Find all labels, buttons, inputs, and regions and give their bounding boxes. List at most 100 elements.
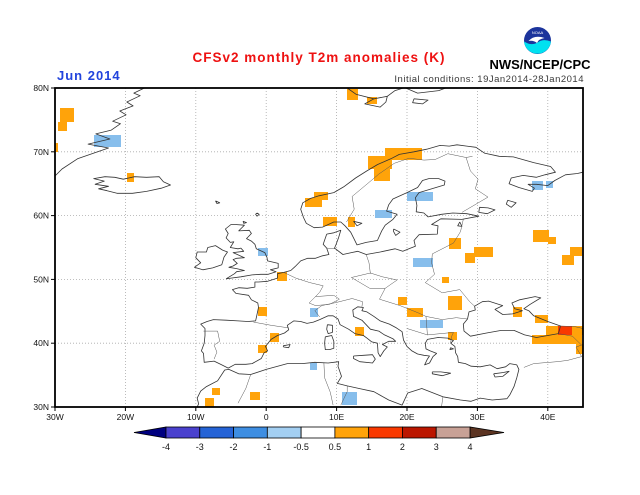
anomaly-cell-orange [576, 344, 583, 354]
coastline [255, 212, 260, 217]
coastline [215, 200, 221, 204]
anomaly-cell-orange [572, 326, 583, 335]
coastline [405, 87, 446, 94]
org-label: NWS/NCEP/CPC [489, 57, 591, 72]
y-axis-label: 80N [33, 83, 49, 93]
country-border [326, 247, 336, 250]
anomaly-cell-orange [55, 143, 58, 152]
anomaly-cell-orange [548, 237, 556, 244]
colorbar-tick-label: 4 [467, 442, 472, 452]
seagull-icon [528, 36, 545, 43]
colorbar-segment [199, 426, 234, 439]
coastline [194, 245, 228, 271]
country-border [365, 254, 371, 274]
anomaly-cell-orange [347, 89, 358, 100]
anomaly-cell-orange [562, 255, 574, 265]
anomaly-cell-orange [58, 122, 67, 131]
coastline [449, 347, 454, 350]
colorbar-segment [334, 426, 370, 439]
coastline [505, 199, 517, 208]
anomaly-cell-orange [277, 272, 287, 281]
colorbar-segment [266, 426, 302, 439]
colorbar-segment [165, 426, 201, 439]
anomaly-cell-orange [374, 168, 390, 181]
anomaly-cell-orange [258, 345, 267, 353]
anomaly-cell-orange [348, 217, 355, 227]
coastline [353, 354, 376, 364]
y-axis-label: 30N [33, 402, 49, 412]
country-border [461, 157, 489, 213]
anomaly-cell-blue [407, 192, 433, 201]
country-border [450, 332, 454, 344]
coastline [326, 324, 333, 334]
x-axis-label: 30W [46, 412, 63, 422]
colorbar-segment [233, 426, 268, 439]
country-border [323, 362, 334, 406]
colorbar-segment [368, 426, 403, 439]
colorbar-segment [300, 426, 336, 439]
colorbar-tick-label: 2 [400, 442, 405, 452]
colorbar-right-arrow [469, 426, 505, 439]
anomaly-cell-orange [533, 230, 549, 242]
colorbar-tick-label: -3 [196, 442, 204, 452]
country-border [237, 374, 251, 404]
colorbar-segment [435, 426, 471, 439]
coastline [200, 233, 454, 369]
anomaly-cell-orange [442, 277, 449, 283]
anomaly-cell-orange [546, 326, 558, 335]
country-border [253, 321, 289, 329]
coastline [242, 220, 247, 224]
anomaly-cell-orange [398, 297, 407, 305]
country-border [441, 396, 444, 408]
colorbar-tick-label: -0.5 [293, 442, 309, 452]
x-axis-label: 10W [187, 412, 204, 422]
anomaly-cell-blue [532, 181, 543, 190]
colorbar-tick-label: -1 [263, 442, 271, 452]
country-border [406, 328, 454, 336]
coastline [282, 344, 291, 349]
anomaly-cell-orange [355, 327, 364, 336]
figure-title: CFSv2 monthly T2m anomalies (K) [192, 50, 446, 65]
coastline [412, 98, 429, 105]
anomaly-cell-orange [532, 335, 582, 344]
coastline [225, 224, 279, 280]
country-border [417, 312, 468, 320]
colorbar-tick-label: -4 [162, 442, 170, 452]
forecast-month-label: Jun 2014 [57, 68, 121, 83]
country-border [346, 153, 473, 223]
anomaly-cell-orange [570, 247, 582, 256]
anomaly-cell-blue [310, 308, 318, 317]
noaa-logo-icon: NOAA [523, 26, 552, 55]
init-conditions-label: Initial conditions: 19Jan2014-28Jan2014 [394, 74, 584, 85]
map-frame [54, 87, 584, 408]
coastline [364, 96, 388, 108]
anomaly-cell-red [558, 326, 572, 335]
europe-anomaly-map: 30W 20W 10W 0 10E 20E 30E 40E 80N 70N 60N 50N 40N 30N [33, 83, 584, 422]
colorbar-tick-label: 3 [434, 442, 439, 452]
country-border [560, 325, 584, 329]
country-border [340, 385, 348, 406]
noaa-logo-graphic: NOAA [524, 27, 551, 54]
colorbar-left-arrow [133, 426, 167, 439]
y-axis-label: 60N [33, 211, 49, 221]
x-axis-label: 40E [540, 412, 555, 422]
anomaly-cell-orange [323, 217, 337, 226]
country-border [203, 330, 220, 360]
coastline [431, 371, 451, 377]
anomaly-colorbar: -4 -3 -2 -1 -0.5 0.5 1 2 3 4 [133, 424, 505, 456]
x-axis-label: 20E [399, 412, 414, 422]
anomaly-cell-orange [258, 307, 267, 316]
coastline [457, 221, 463, 227]
anomaly-cell-blue [413, 258, 433, 267]
logo-noaa-text: NOAA [532, 30, 544, 35]
coastline [196, 342, 520, 408]
anomaly-cell-blue [375, 210, 392, 218]
country-border [379, 288, 386, 300]
anomaly-cell-blue [420, 320, 443, 328]
x-axis-label: 10E [329, 412, 344, 422]
country-border [425, 282, 475, 307]
anomaly-cell-orange [305, 198, 322, 207]
country-border [425, 219, 464, 283]
anomaly-cell-orange [449, 238, 461, 249]
